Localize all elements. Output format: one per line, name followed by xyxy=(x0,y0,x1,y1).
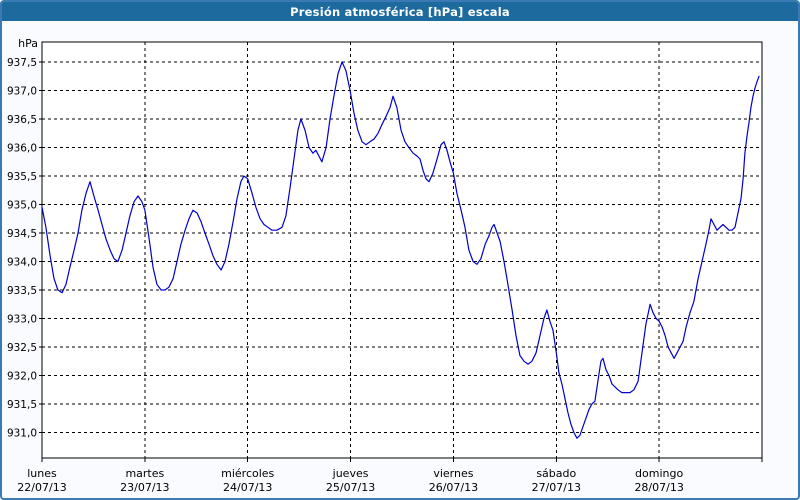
day-date-label: 24/07/13 xyxy=(223,481,272,494)
plot-area xyxy=(42,42,762,458)
plot-border xyxy=(41,41,763,459)
y-gridlines-and-labels: 937,5 937,0 936,5 936,0 935,5 935,0 934,5 934,0… xyxy=(7,57,762,440)
y-tick-label: 931,5 xyxy=(7,399,37,411)
y-tick-label: 935,5 xyxy=(7,171,37,183)
y-tick-label: 932,0 xyxy=(7,371,37,383)
day-date-label: 26/07/13 xyxy=(429,481,478,494)
y-tick-label: 932,5 xyxy=(7,342,37,354)
page-title: Presión atmosférica [hPa] escala xyxy=(290,4,510,19)
pressure-line xyxy=(41,61,760,439)
day-name-label: sábado xyxy=(536,467,576,480)
day-date-label: 28/07/13 xyxy=(634,481,683,494)
y-tick-label: 936,5 xyxy=(7,114,37,126)
y-tick-label: 936,0 xyxy=(7,143,37,155)
day-name-label: miércoles xyxy=(221,467,274,480)
day-name-label: jueves xyxy=(332,467,369,480)
y-tick-label: 937,5 xyxy=(7,57,37,69)
day-name-label: lunes xyxy=(27,467,57,480)
y-tick-label: 935,0 xyxy=(7,200,37,212)
y-tick-label: 934,5 xyxy=(7,228,37,240)
chart-svg: 937,5 937,0 936,5 936,0 935,5 935,0 934,5 934,0… xyxy=(7,37,763,494)
day-date-label: 22/07/13 xyxy=(17,481,66,494)
y-tick-label: 937,0 xyxy=(7,86,37,98)
y-tick-label: 933,5 xyxy=(7,285,37,297)
title-bar: Presión atmosférica [hPa] escala xyxy=(2,2,798,21)
y-tick-label: 933,0 xyxy=(7,314,37,326)
day-name-label: viernes xyxy=(433,467,473,480)
day-name-label: domingo xyxy=(635,467,683,480)
day-date-label: 23/07/13 xyxy=(120,481,169,494)
y-axis-unit-label: hPa xyxy=(18,37,38,50)
day-date-label: 25/07/13 xyxy=(326,481,375,494)
y-tick-label: 931,0 xyxy=(7,428,37,440)
day-date-label: 27/07/13 xyxy=(532,481,581,494)
day-name-label: martes xyxy=(125,467,164,480)
y-tick-label: 934,0 xyxy=(7,257,37,269)
